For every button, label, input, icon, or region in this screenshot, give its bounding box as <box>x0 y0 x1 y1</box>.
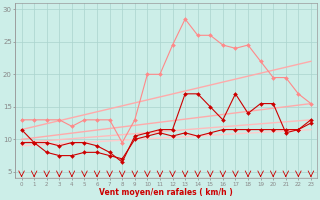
X-axis label: Vent moyen/en rafales ( km/h ): Vent moyen/en rafales ( km/h ) <box>100 188 233 197</box>
